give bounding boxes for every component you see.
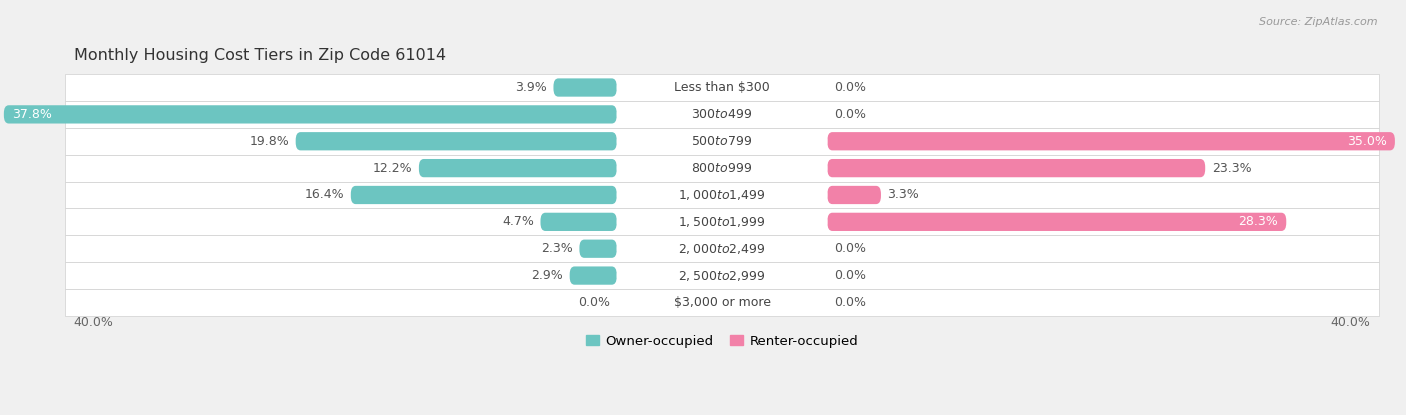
Text: $3,000 or more: $3,000 or more xyxy=(673,296,770,309)
FancyBboxPatch shape xyxy=(540,213,617,231)
Text: 35.0%: 35.0% xyxy=(1347,135,1386,148)
Text: 3.9%: 3.9% xyxy=(515,81,547,94)
Text: Monthly Housing Cost Tiers in Zip Code 61014: Monthly Housing Cost Tiers in Zip Code 6… xyxy=(73,48,446,63)
Text: 40.0%: 40.0% xyxy=(1330,316,1371,329)
Text: $500 to $799: $500 to $799 xyxy=(692,135,752,148)
Text: 40.0%: 40.0% xyxy=(73,316,114,329)
Text: Less than $300: Less than $300 xyxy=(675,81,770,94)
Bar xyxy=(66,208,1379,235)
Text: 4.7%: 4.7% xyxy=(502,215,534,228)
Bar xyxy=(66,289,1379,316)
Text: 2.3%: 2.3% xyxy=(541,242,572,255)
Text: $1,000 to $1,499: $1,000 to $1,499 xyxy=(678,188,766,202)
Bar xyxy=(66,262,1379,289)
FancyBboxPatch shape xyxy=(617,239,828,258)
FancyBboxPatch shape xyxy=(617,293,828,312)
FancyBboxPatch shape xyxy=(617,213,828,231)
FancyBboxPatch shape xyxy=(4,105,617,124)
Text: 28.3%: 28.3% xyxy=(1239,215,1278,228)
Text: $300 to $499: $300 to $499 xyxy=(692,108,752,121)
Text: 12.2%: 12.2% xyxy=(373,161,412,175)
Text: 0.0%: 0.0% xyxy=(578,296,610,309)
Text: $2,000 to $2,499: $2,000 to $2,499 xyxy=(678,242,766,256)
FancyBboxPatch shape xyxy=(828,186,882,204)
FancyBboxPatch shape xyxy=(617,186,828,204)
FancyBboxPatch shape xyxy=(617,266,828,285)
Text: $1,500 to $1,999: $1,500 to $1,999 xyxy=(678,215,766,229)
Bar xyxy=(66,128,1379,155)
Text: 37.8%: 37.8% xyxy=(13,108,52,121)
Text: 0.0%: 0.0% xyxy=(834,242,866,255)
Text: 16.4%: 16.4% xyxy=(305,188,344,202)
Text: 23.3%: 23.3% xyxy=(1212,161,1251,175)
FancyBboxPatch shape xyxy=(554,78,617,97)
Text: 0.0%: 0.0% xyxy=(834,269,866,282)
Text: 2.9%: 2.9% xyxy=(531,269,564,282)
FancyBboxPatch shape xyxy=(419,159,617,177)
FancyBboxPatch shape xyxy=(569,266,617,285)
Bar xyxy=(66,181,1379,208)
FancyBboxPatch shape xyxy=(617,78,828,97)
FancyBboxPatch shape xyxy=(295,132,617,150)
FancyBboxPatch shape xyxy=(828,213,1286,231)
FancyBboxPatch shape xyxy=(617,159,828,177)
Bar xyxy=(66,101,1379,128)
Bar xyxy=(66,235,1379,262)
Text: $2,500 to $2,999: $2,500 to $2,999 xyxy=(678,269,766,283)
Legend: Owner-occupied, Renter-occupied: Owner-occupied, Renter-occupied xyxy=(581,329,863,353)
FancyBboxPatch shape xyxy=(617,105,828,124)
Bar xyxy=(66,74,1379,101)
Text: 0.0%: 0.0% xyxy=(834,108,866,121)
FancyBboxPatch shape xyxy=(828,159,1205,177)
Text: 3.3%: 3.3% xyxy=(887,188,920,202)
Text: 0.0%: 0.0% xyxy=(834,296,866,309)
Bar xyxy=(66,155,1379,181)
FancyBboxPatch shape xyxy=(828,132,1395,150)
FancyBboxPatch shape xyxy=(579,239,617,258)
Text: Source: ZipAtlas.com: Source: ZipAtlas.com xyxy=(1260,17,1378,27)
Text: $800 to $999: $800 to $999 xyxy=(692,161,752,175)
FancyBboxPatch shape xyxy=(352,186,617,204)
Text: 19.8%: 19.8% xyxy=(249,135,290,148)
FancyBboxPatch shape xyxy=(617,132,828,150)
Text: 0.0%: 0.0% xyxy=(834,81,866,94)
